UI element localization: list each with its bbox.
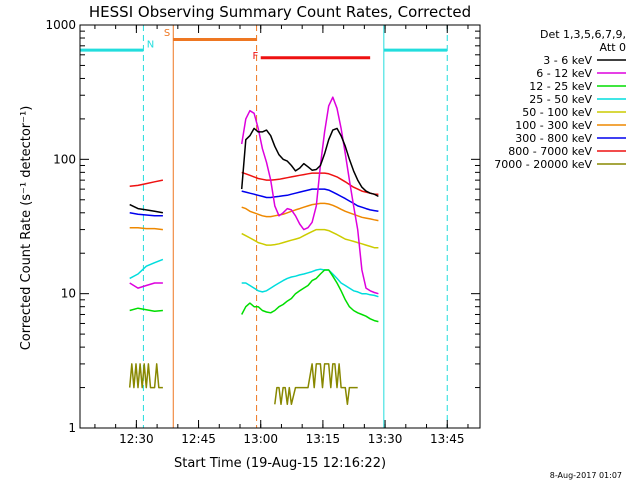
x-tick-label: 13:00 [243,432,278,446]
legend-label: 6 - 12 keV [536,67,592,80]
legend-label: 3 - 6 keV [543,54,592,67]
legend-label: 800 - 7000 keV [508,145,592,158]
y-axis-label: Corrected Count Rate (s⁻¹ detector⁻¹) [19,106,34,351]
marker-letter: F [252,51,258,62]
x-tick-label: 12:30 [119,432,154,446]
series-line-50-100-kev [241,228,379,249]
series-line-7000-20000-kev [128,363,163,389]
series-line-3-6-kev [240,127,379,198]
legend-label: 7000 - 20000 keV [494,158,592,171]
series-line-100-300-kev [129,226,163,231]
axes: 12:30 12:45 13:00 13:15 13:30 13:45 1 10 100 1000 [45,18,481,446]
series-line-25-50-kev [241,268,379,298]
series-line-25-50-kev [129,258,164,280]
legend-label: 25 - 50 keV [529,93,592,106]
series-line-300-800-kev [241,188,379,213]
legend-header: Det 1,3,5,6,7,9, [540,28,626,41]
series-line-800-7000-kev [129,179,164,188]
series-line-300-800-kev [129,212,163,217]
x-tick-label: 13:45 [430,432,465,446]
legend-label: 50 - 100 keV [522,106,592,119]
y-tick-label: 100 [53,152,76,166]
plot-area: NS F [80,25,448,428]
x-tick-label: 13:15 [306,432,341,446]
y-tick-label: 1 [68,421,76,435]
legend-header: Att 0 [600,41,626,54]
chart-title: HESSI Observing Summary Count Rates, Cor… [89,3,471,21]
plot-frame [79,24,481,429]
series-line-7000-20000-kev [274,363,358,406]
y-tick-label: 10 [61,287,76,301]
footer-timestamp: 8-Aug-2017 01:07 [550,471,622,480]
legend-label: 12 - 25 keV [529,80,592,93]
x-axis-label: Start Time (19-Aug-15 12:16:22) [174,456,386,471]
legend-label: 100 - 300 keV [515,119,592,132]
y-tick-label: 1000 [45,18,76,32]
series-line-12-25-kev [129,307,163,312]
series-line-6-12-kev [240,96,379,295]
series-line-12-25-kev [241,269,379,323]
series-line-3-6-kev [129,203,164,214]
legend-label: 300 - 800 keV [515,132,592,145]
marker-letter: S [164,28,170,39]
x-tick-label: 13:30 [368,432,403,446]
series-line-800-7000-kev [241,171,379,195]
series-line-6-12-kev [129,282,163,289]
x-tick-label: 12:45 [181,432,216,446]
marker-letter: N [147,39,154,50]
